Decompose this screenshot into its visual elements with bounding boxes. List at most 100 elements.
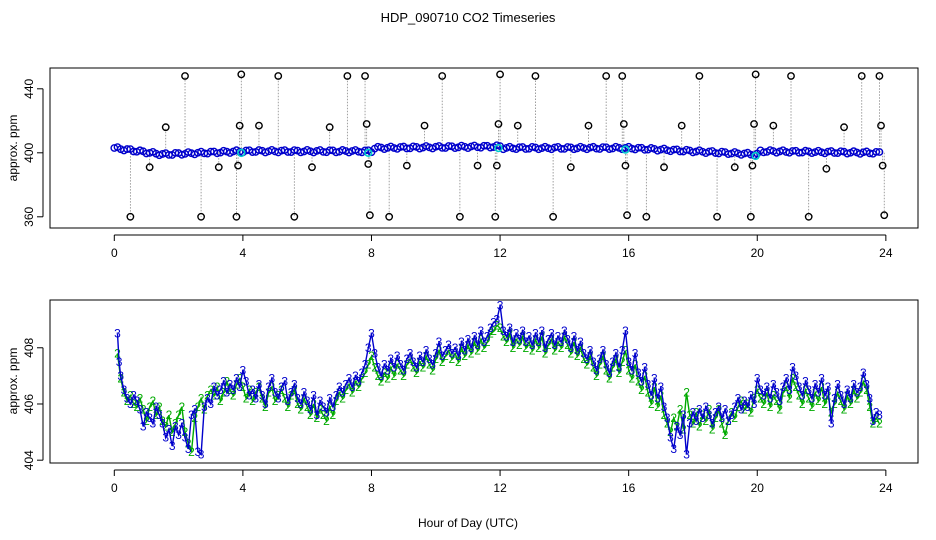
baseline-point (451, 144, 459, 153)
series-3-marker: 3 (860, 366, 867, 380)
outlier-point (234, 161, 242, 170)
outlier-point (126, 212, 135, 221)
series-2-marker: 2 (635, 375, 642, 389)
outlier-point (857, 72, 866, 80)
series-2-marker: 2 (166, 408, 173, 422)
series-2-marker: 2 (439, 355, 446, 369)
series-2-marker: 2 (555, 335, 562, 349)
figure-title: HDP_090710 CO2 Timeseries (381, 10, 556, 25)
series-2-marker: 2 (130, 397, 137, 411)
outlier-point (642, 212, 651, 221)
series-2-marker: 2 (461, 349, 468, 363)
series-3-marker: 3 (307, 403, 314, 417)
series-3-marker: 3 (494, 313, 501, 327)
series-2-marker: 2 (873, 411, 880, 425)
series-3-marker: 3 (760, 389, 767, 403)
series-3-marker: 3 (378, 369, 385, 383)
series-2-marker: 2 (471, 335, 478, 349)
series-3-marker: 3 (227, 377, 234, 391)
series-3-marker: 3 (301, 386, 308, 400)
series-2-marker: 2 (757, 391, 764, 405)
series-2-marker: 2 (776, 403, 783, 417)
series-2-marker: 2 (487, 327, 494, 341)
series-2-marker: 2 (211, 389, 218, 403)
series-2-marker: 2 (815, 394, 822, 408)
bottom-panel-x-tick-label: 16 (622, 481, 636, 495)
series-2-marker: 2 (799, 397, 806, 411)
outlier-point (566, 163, 575, 172)
series-3-marker: 3 (413, 360, 420, 374)
series-2-marker: 2 (236, 372, 243, 386)
series-3-marker: 3 (391, 360, 398, 374)
bottom-panel-x-tick-label: 24 (879, 481, 893, 495)
series-2-marker: 2 (513, 332, 520, 346)
series-3-marker: 3 (805, 383, 812, 397)
series-2-marker: 2 (670, 411, 677, 425)
series-2-marker: 2 (432, 352, 439, 366)
series-3-marker: 3 (162, 431, 169, 445)
series-2-marker: 2 (709, 422, 716, 436)
series-2-marker: 2 (609, 360, 616, 374)
series-2-marker: 2 (551, 344, 558, 358)
series-3-marker: 3 (185, 442, 192, 456)
series-3-marker: 3 (121, 383, 128, 397)
series-3-marker: 3 (741, 394, 748, 408)
series-2-marker: 2 (307, 408, 314, 422)
outlier-point (290, 212, 299, 221)
series-3-marker: 3 (426, 352, 433, 366)
series-3-marker: 3 (722, 403, 729, 417)
series-3-marker: 3 (256, 377, 263, 391)
series-2-marker: 2 (648, 397, 655, 411)
series-3-marker: 3 (513, 327, 520, 341)
series-2-marker: 2 (747, 405, 754, 419)
series-2-marker: 2 (574, 349, 581, 363)
series-2-marker: 2 (426, 358, 433, 372)
bottom-panel-frame (49, 299, 919, 464)
series-2-marker: 2 (410, 360, 417, 374)
series-2-marker: 2 (465, 338, 472, 352)
series-2-marker: 2 (641, 369, 648, 383)
series-3-marker: 3 (404, 352, 411, 366)
series-3-marker: 3 (259, 389, 266, 403)
top-panel-y-tick-label: 360 (22, 206, 36, 226)
outlier-point (343, 72, 352, 80)
series-3-marker: 3 (590, 355, 597, 369)
series-3-marker: 3 (702, 400, 709, 414)
series-2-marker: 2 (220, 386, 227, 400)
series-2-marker: 2 (500, 330, 507, 344)
series-2-marker: 2 (863, 383, 870, 397)
series-3-marker: 3 (622, 324, 629, 338)
baseline-point (213, 149, 222, 158)
series-3-marker: 3 (252, 391, 259, 405)
baseline-point (563, 143, 572, 151)
series-3-marker: 3 (236, 380, 243, 394)
series-2-marker: 2 (677, 403, 684, 417)
series-2-marker: 2 (510, 341, 517, 355)
outlier-point (660, 163, 668, 172)
series-3-marker: 3 (625, 355, 632, 369)
series-2-marker: 2 (156, 400, 163, 414)
baseline-point (177, 150, 186, 159)
series-2-marker: 2 (731, 411, 738, 425)
series-2-marker: 2 (706, 403, 713, 417)
series-3-marker: 3 (471, 330, 478, 344)
baseline-point (843, 149, 852, 158)
series-2-marker: 2 (722, 428, 729, 442)
series-3-marker: 3 (317, 394, 324, 408)
calibration-point (237, 148, 246, 158)
bottom-panel-y-tick-label: 406 (22, 394, 36, 414)
series-3-marker: 3 (558, 335, 565, 349)
series-2-marker: 2 (876, 417, 883, 431)
series-2-marker: 2 (638, 383, 645, 397)
series-3-marker: 3 (153, 400, 160, 414)
baseline-point (255, 146, 263, 154)
series-3-marker: 3 (535, 335, 542, 349)
baseline-point (486, 143, 495, 152)
series-2-marker: 2 (828, 405, 835, 419)
top-panel-x-tick-label: 4 (240, 246, 247, 260)
series-2-marker: 2 (629, 372, 636, 386)
series-2-marker: 2 (355, 380, 362, 394)
series-3-marker: 3 (635, 366, 642, 380)
series-2-marker: 2 (741, 403, 748, 417)
series-3-marker: 3 (683, 448, 690, 462)
